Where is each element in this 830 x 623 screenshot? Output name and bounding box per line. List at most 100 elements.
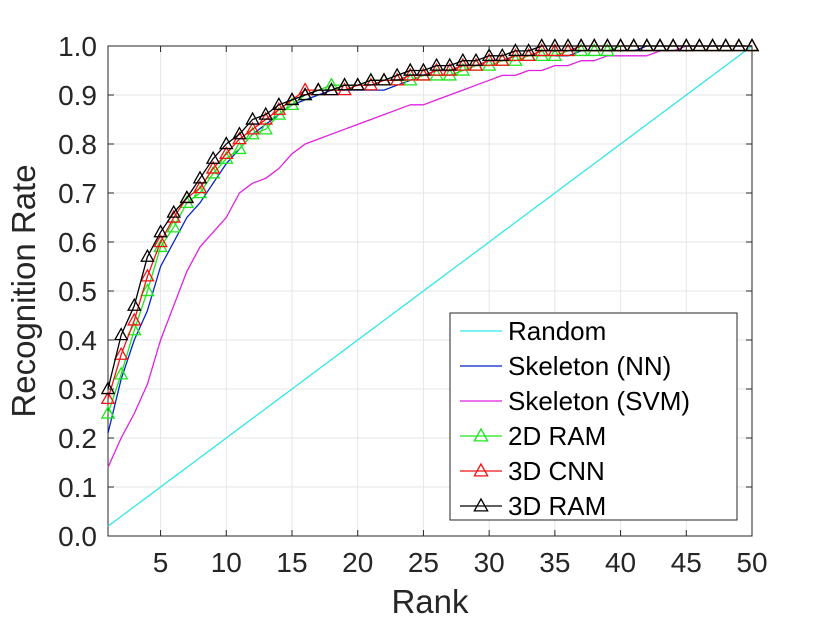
y-tick-label: 0.5 xyxy=(58,276,97,307)
y-tick-label: 0.0 xyxy=(58,521,97,552)
data-point-3d-cnn xyxy=(219,145,234,160)
data-point-2d-ram xyxy=(718,38,733,52)
data-point-3d-ram xyxy=(350,77,365,91)
data-point-3d-ram xyxy=(232,126,247,140)
data-point-3d-ram xyxy=(376,72,392,86)
axis-ticks: 5 10 15 20 25 30 35 40 45 50 0.0 0.1 0.2 0.3 0.4 0.5 0.6… xyxy=(58,31,768,578)
data-point-3d-ram xyxy=(626,38,641,52)
x-tick-label: 45 xyxy=(671,547,702,578)
data-point-3d-ram xyxy=(311,82,326,96)
series-random xyxy=(107,45,753,527)
legend-marker-3d-cnn xyxy=(473,462,489,477)
data-point-3d-ram xyxy=(705,38,720,52)
data-point-3d-ram xyxy=(258,106,273,120)
data-point-3d-ram xyxy=(652,38,668,52)
data-point-3d-ram xyxy=(245,111,260,125)
data-point-3d-ram xyxy=(100,381,116,395)
legend-marker-2d-ram xyxy=(473,427,489,442)
data-point-3d-cnn xyxy=(718,38,733,52)
series-line-skeleton-svm xyxy=(107,45,752,468)
data-point-3d-cnn xyxy=(100,390,116,405)
legend: Random Skeleton (NN) Skeleton (SVM) 2D RAM 3… xyxy=(449,312,738,521)
y-axis-title: Recognition Rate xyxy=(5,164,42,417)
data-point-3d-ram xyxy=(324,82,339,96)
data-point-3d-cnn xyxy=(192,180,208,194)
data-point-3d-ram xyxy=(600,38,615,52)
data-point-2d-ram xyxy=(258,121,273,135)
data-point-3d-ram xyxy=(455,52,471,66)
x-tick-label: 50 xyxy=(736,547,767,578)
x-tick-label: 40 xyxy=(605,547,636,578)
data-point-3d-ram xyxy=(337,77,352,91)
data-point-3d-ram xyxy=(731,38,747,52)
data-point-3d-ram xyxy=(271,96,287,110)
data-point-3d-ram xyxy=(560,38,576,52)
data-point-3d-ram xyxy=(718,38,733,52)
data-point-3d-cnn xyxy=(153,234,168,248)
data-point-3d-ram xyxy=(179,190,195,204)
data-point-2d-ram xyxy=(166,219,181,233)
y-tick-label: 0.6 xyxy=(58,227,97,258)
data-point-2d-ram xyxy=(113,366,129,380)
x-tick-label: 20 xyxy=(342,547,373,578)
data-point-3d-ram xyxy=(429,57,444,71)
data-point-3d-ram xyxy=(442,57,457,71)
x-axis-title: Rank xyxy=(391,583,469,620)
data-point-3d-cnn xyxy=(692,38,707,52)
data-point-3d-ram xyxy=(692,38,707,52)
data-point-3d-ram xyxy=(389,67,405,81)
x-tick-label: 25 xyxy=(408,547,439,578)
x-tick-label: 30 xyxy=(474,547,505,578)
legend-box xyxy=(449,312,738,521)
data-point-3d-ram xyxy=(113,327,129,341)
data-point-2d-ram xyxy=(705,38,720,52)
data-point-3d-ram xyxy=(508,43,523,57)
x-tick-label: 10 xyxy=(211,547,242,578)
data-point-3d-cnn xyxy=(705,38,720,52)
data-point-3d-ram xyxy=(363,72,379,86)
data-point-3d-ram xyxy=(127,297,142,311)
data-point-3d-ram xyxy=(573,38,589,52)
y-tick-label: 0.3 xyxy=(58,374,97,405)
legend-label-3d-ram: 3D RAM xyxy=(508,491,606,521)
y-tick-label: 0.8 xyxy=(58,129,97,160)
data-point-3d-ram xyxy=(284,92,300,106)
data-point-3d-cnn xyxy=(205,160,221,174)
legend-label-2d-ram: 2D RAM xyxy=(508,421,606,451)
data-point-3d-cnn xyxy=(639,38,655,52)
series-skeleton-svm xyxy=(107,45,752,468)
x-tick-label: 15 xyxy=(276,547,307,578)
data-point-3d-ram xyxy=(205,150,221,164)
data-point-3d-ram xyxy=(416,62,431,76)
data-point-3d-ram xyxy=(192,170,208,184)
x-tick-label: 35 xyxy=(539,547,570,578)
data-point-3d-ram xyxy=(468,52,484,66)
data-point-3d-ram xyxy=(403,62,418,76)
y-tick-label: 0.2 xyxy=(58,423,97,454)
data-point-3d-ram xyxy=(153,224,168,238)
data-point-3d-ram xyxy=(166,204,181,218)
y-tick-label: 0.4 xyxy=(58,325,97,356)
data-point-3d-cnn xyxy=(652,38,668,52)
data-point-3d-ram xyxy=(639,38,655,52)
data-point-3d-ram xyxy=(521,43,536,57)
y-tick-label: 0.7 xyxy=(58,178,97,209)
data-point-3d-ram xyxy=(495,47,510,61)
data-point-2d-ram xyxy=(639,38,655,52)
data-point-3d-ram xyxy=(481,47,497,61)
data-point-3d-ram xyxy=(219,136,234,150)
data-point-3d-ram xyxy=(665,38,681,52)
data-point-2d-ram xyxy=(652,38,668,52)
data-point-2d-ram xyxy=(100,405,116,419)
legend-marker-3d-ram xyxy=(473,497,489,512)
data-point-3d-cnn xyxy=(127,312,142,326)
data-point-2d-ram xyxy=(731,38,747,52)
data-point-3d-cnn xyxy=(731,38,747,52)
data-point-3d-ram xyxy=(587,38,602,52)
y-tick-label: 0.1 xyxy=(58,472,97,503)
data-point-3d-cnn xyxy=(245,121,260,135)
data-point-3d-ram xyxy=(534,38,549,52)
legend-label-random: Random xyxy=(508,316,606,346)
data-point-3d-cnn xyxy=(140,268,155,282)
